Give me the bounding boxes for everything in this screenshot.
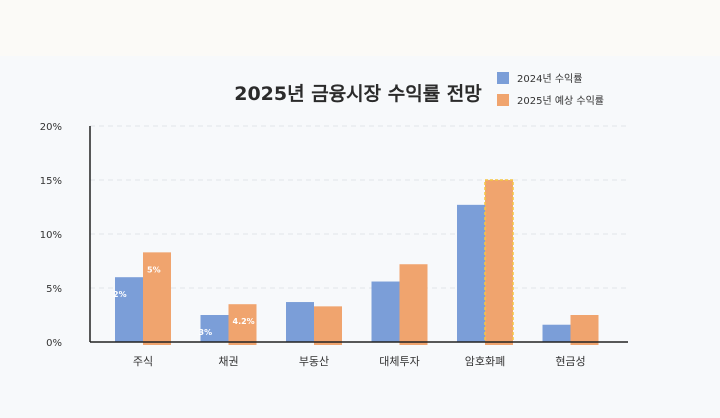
bar-2024-0[interactable] [115, 277, 143, 342]
legend-swatch [497, 72, 509, 84]
bar-2024-3[interactable] [371, 281, 400, 342]
y-axis-ticks: 0% 5% 10% 15% 20% [40, 122, 62, 349]
y-tick-label: 10% [40, 230, 62, 241]
x-tick-label: 주식 [133, 355, 153, 368]
y-tick-label: 0% [46, 338, 62, 349]
data-label: 5% [147, 265, 161, 274]
axes [89, 126, 628, 343]
bar-base-stub [399, 342, 428, 345]
data-label: 2% [113, 290, 127, 299]
bars [115, 179, 599, 345]
bar-2024-1[interactable] [200, 315, 229, 342]
bar-2025-3[interactable] [399, 264, 428, 342]
bar-2025-1[interactable] [228, 304, 257, 342]
bar-2025-5[interactable] [570, 315, 599, 342]
x-tick-label: 부동산 [299, 355, 329, 368]
bar-2025-0[interactable] [143, 252, 171, 342]
bar-base-stub [143, 342, 171, 345]
legend-swatch [497, 94, 509, 106]
bar-base-stub [314, 342, 342, 345]
bar-2024-2[interactable] [286, 302, 314, 342]
y-tick-label: 5% [46, 284, 62, 295]
bar-2025-4[interactable] [484, 179, 514, 343]
bar-base-stub [228, 342, 257, 345]
y-tick-label: 15% [40, 176, 62, 187]
data-label: 4.2% [233, 317, 255, 326]
x-axis-ticks: 주식 채권 부동산 대체투자 암호화폐 현금성 [133, 355, 586, 368]
bar-2025-2[interactable] [314, 306, 342, 342]
bar-2024-4[interactable] [457, 204, 485, 342]
chart-title: 2025년 금융시장 수익률 전망 [234, 83, 482, 105]
y-tick-label: 20% [40, 122, 62, 133]
legend-label[interactable]: 2024년 수익률 [517, 73, 582, 85]
top-band [0, 0, 720, 56]
x-tick-label: 암호화폐 [465, 355, 505, 368]
data-label: 3% [199, 328, 213, 337]
bar-base-stub [570, 342, 599, 345]
legend-label[interactable]: 2025년 예상 수익률 [517, 95, 604, 107]
bar-base-stub [485, 342, 513, 345]
x-tick-label: 현금성 [555, 355, 585, 368]
x-tick-label: 대체투자 [379, 355, 419, 368]
legend[interactable]: 2024년 수익률 2025년 예상 수익률 [497, 72, 604, 107]
x-tick-label: 채권 [218, 355, 238, 368]
bar-2024-5[interactable] [542, 324, 571, 342]
data-labels: 2% 5% 3% 4.2% [113, 265, 255, 337]
